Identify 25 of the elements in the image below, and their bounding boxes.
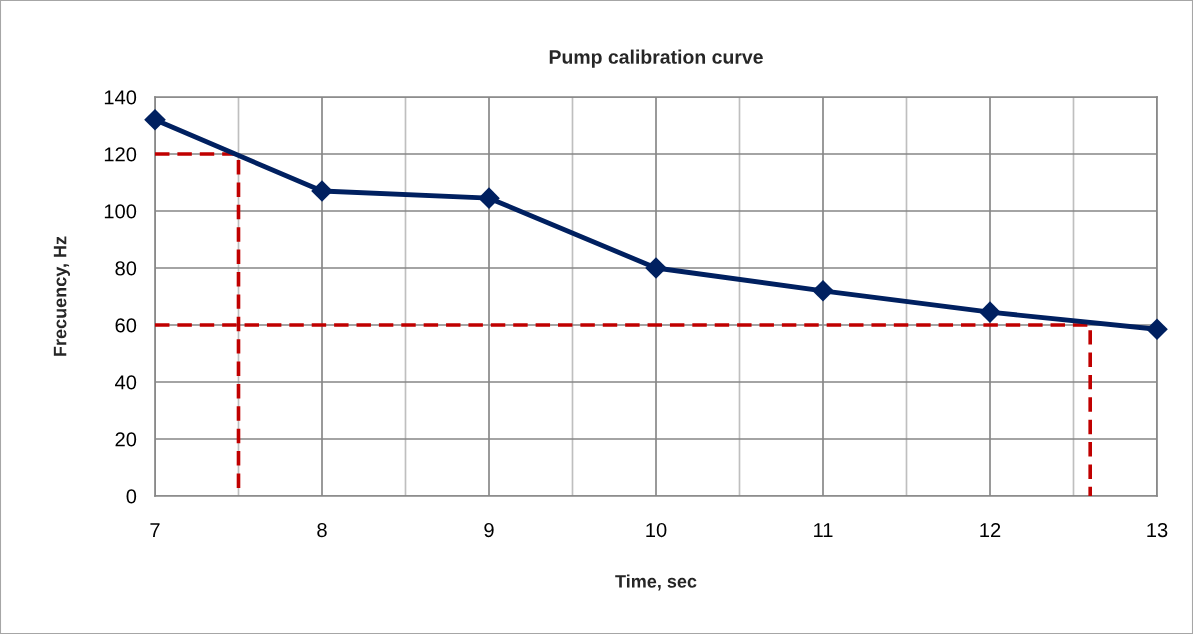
x-tick-label: 9: [484, 522, 494, 538]
x-tick-label: 13: [1147, 522, 1168, 538]
x-tick-label: 7: [150, 523, 160, 537]
point: [144, 109, 166, 131]
x-tick-label: 8: [317, 522, 327, 538]
point: [311, 180, 333, 202]
y-tick-label: 140: [104, 90, 137, 105]
y-tick-label: 120: [104, 147, 137, 162]
y-tick-label: 40: [115, 375, 137, 390]
point: [1146, 318, 1168, 341]
point: [645, 257, 667, 279]
y-tick-label: 20: [115, 432, 137, 447]
point: [478, 187, 500, 209]
y-tick-label: 100: [104, 204, 137, 219]
x-tick-label: 10: [646, 522, 667, 538]
chart-title: Pump calibration curve: [549, 49, 763, 68]
x-axis-title: Time, sec: [615, 574, 697, 591]
x-tick-label: 12: [980, 522, 1001, 537]
x-tick-label: 11: [814, 523, 833, 537]
point: [979, 301, 1001, 323]
y-axis-title: Frecuency, Hz: [53, 236, 71, 356]
y-tick-label: 60: [115, 318, 137, 333]
point: [812, 280, 834, 302]
y-tick-label: 0: [126, 489, 137, 504]
y-tick-label: 80: [115, 261, 137, 276]
